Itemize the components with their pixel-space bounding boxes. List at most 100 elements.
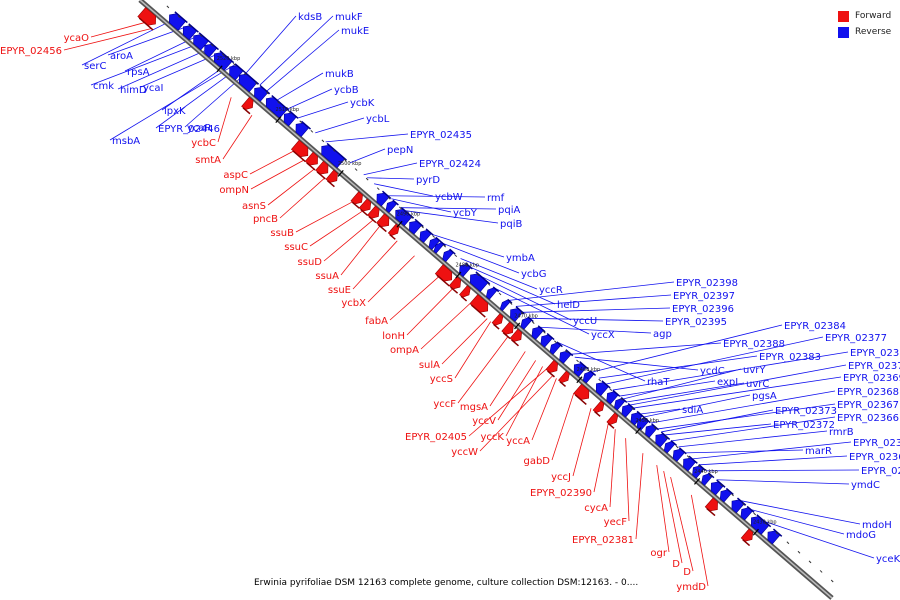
leader-line [670, 476, 694, 572]
gene-label-pepn: pepN [387, 145, 413, 156]
gene-label-ycar: ycaR [187, 123, 212, 134]
gene-arrow-shadow [174, 11, 188, 24]
leader-line [315, 117, 365, 134]
gene-arrow-shadow [475, 271, 491, 285]
feature-arrows [137, 5, 834, 583]
gene-label-yccs: yccS [430, 374, 453, 385]
leader-line [716, 479, 850, 485]
leader-line [457, 336, 509, 404]
gene-arrow-shadow [219, 50, 235, 64]
genome-axis-highlight [139, 0, 833, 599]
gene-arrow-shadow [351, 201, 360, 209]
leader-line [605, 336, 824, 385]
axis-marker [620, 397, 624, 401]
gene-arrow-shadow [707, 472, 715, 479]
leader-line [699, 455, 848, 466]
map-caption: Erwinia pyrifoliae DSM 12163 complete ge… [254, 578, 639, 588]
scale-tick-label: 2500 kbp [338, 161, 362, 167]
gene-label-ycbw: ycbW [435, 192, 463, 203]
leader-line [479, 375, 554, 452]
gene-label-d: D [672, 559, 680, 570]
axis-marker [255, 82, 258, 85]
forward-gene-arrow [545, 359, 559, 374]
gene-arrow-shadow [465, 262, 473, 270]
gene-arrow-shadow [559, 381, 567, 388]
gene-arrow-shadow [470, 304, 486, 318]
gene-label-ycbl: ycbL [366, 114, 390, 125]
legend-forward: Forward [838, 8, 891, 24]
gene-label-msba: msbA [112, 136, 140, 147]
forward-gene-arrow [448, 276, 462, 290]
gene-arrow-shadow [565, 349, 574, 357]
gene-label-agp: agp [653, 329, 672, 340]
axis-marker [376, 187, 380, 191]
leader-line [250, 159, 305, 190]
axis-marker [753, 512, 757, 516]
gene-label-pqia: pqiA [498, 205, 520, 216]
gene-arrow-shadow [400, 206, 415, 219]
gene-label-yccj: yccJ [551, 472, 571, 483]
gene-label-rmrb: rmrB [829, 427, 854, 438]
gene-arrow-shadow [289, 110, 299, 119]
gene-arrow-shadow [292, 150, 306, 163]
axis-marker [686, 455, 690, 458]
axis-marker [709, 474, 712, 478]
gene-label-epyr-02377: EPYR_02377 [825, 333, 887, 344]
axis-marker [288, 110, 292, 114]
gene-label-ssub: ssuB [270, 228, 294, 239]
gene-arrow-shadow [209, 41, 219, 51]
leader-line [515, 294, 672, 307]
gene-label-epyr-02373: EPYR_02373 [775, 406, 837, 417]
axis-marker [210, 43, 214, 47]
gene-arrow-shadow [670, 440, 678, 446]
leader-line [489, 351, 526, 407]
gene-label-faba: fabA [365, 316, 388, 327]
axis-marker [587, 369, 590, 372]
leader-line [401, 207, 497, 210]
gene-arrow-shadow [589, 370, 597, 376]
gene-arrow-shadow [381, 190, 392, 199]
leader-line [529, 317, 664, 322]
gene-label-ymdd: ymdD [676, 582, 706, 593]
axis-marker [232, 62, 236, 66]
forward-gene-arrow [350, 191, 363, 205]
gene-arrow-shadow [259, 84, 271, 95]
gene-arrow-shadow [377, 223, 387, 233]
gene-arrow-shadow [234, 63, 246, 73]
leader-line [612, 351, 849, 391]
gene-arrow-shadow [360, 208, 369, 216]
gene-arrow-shadow [425, 228, 434, 236]
axis-marker [576, 359, 579, 363]
leader-line [740, 500, 861, 525]
gene-arrow-shadow [537, 325, 546, 333]
axis-marker [310, 129, 314, 133]
leader-line [432, 234, 505, 258]
leader-line [367, 177, 415, 180]
gene-label-serc: serC [84, 61, 106, 72]
leader-line [633, 376, 842, 409]
leader-line [591, 324, 783, 373]
scale-tick-label: 2510 kbp [276, 107, 300, 113]
gene-arrow-shadow [492, 286, 500, 293]
gene-label-ycbx: ycbX [341, 298, 366, 309]
leader-line [109, 63, 236, 141]
gene-label-epyr-02369: EPYR_02369 [843, 373, 900, 384]
leader-line [671, 416, 836, 442]
gene-arrow-shadow [698, 463, 707, 472]
gene-label-epyr-02362: EPYR_02362 [849, 452, 900, 463]
gene-arrow-shadow [326, 180, 335, 188]
gene-arrow-shadow [725, 487, 734, 495]
gene-label-epyr-02384: EPYR_02384 [784, 321, 846, 332]
leader-line [325, 133, 409, 143]
leader-line [259, 15, 334, 86]
leader-line [155, 66, 240, 129]
leader-line [222, 115, 253, 160]
leader-line [664, 423, 772, 436]
gene-label-kdsb: kdsB [298, 12, 322, 23]
gene-label-yccx: yccX [591, 330, 615, 341]
leader-line [441, 318, 488, 365]
axis-marker [321, 139, 325, 143]
gene-label-ycca: yccA [506, 436, 530, 447]
leader-line [349, 148, 386, 164]
gene-arrow-shadow [601, 380, 611, 389]
